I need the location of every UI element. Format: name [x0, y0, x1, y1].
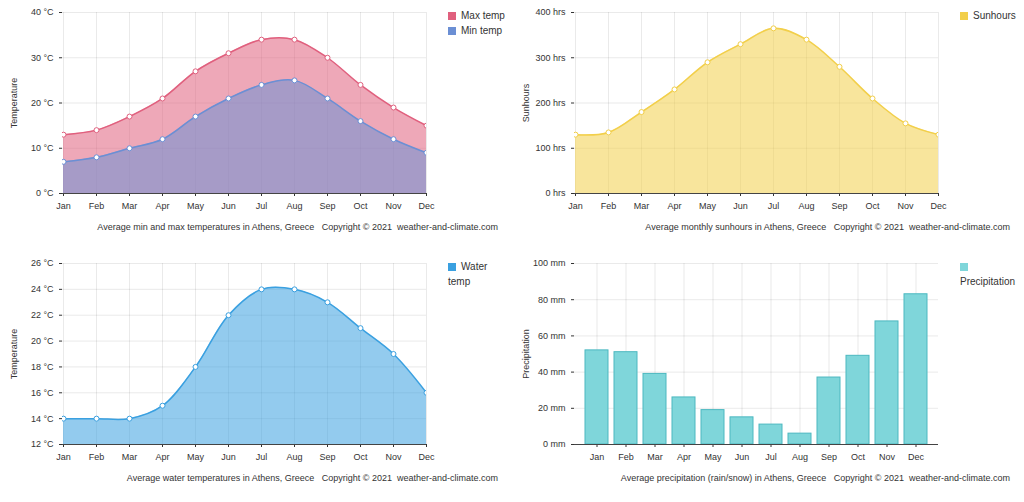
svg-text:Oct: Oct [353, 452, 368, 462]
svg-text:Jun: Jun [221, 452, 236, 462]
svg-text:Oct: Oct [851, 452, 866, 462]
svg-text:Feb: Feb [89, 201, 105, 211]
svg-text:Apr: Apr [155, 452, 169, 462]
svg-text:Nov: Nov [385, 201, 402, 211]
html-text:Average monthly sunhours in At: Average monthly sunhours in Athens, Gree… [645, 222, 1010, 232]
svg-text:Sep: Sep [821, 452, 837, 462]
svg-text:Apr: Apr [155, 201, 169, 211]
svg-text:Feb: Feb [618, 452, 634, 462]
svg-text:Mar: Mar [647, 452, 663, 462]
svg-text:Jan: Jan [590, 452, 605, 462]
svg-text:Dec: Dec [908, 452, 925, 462]
svg-text:12 °C: 12 °C [31, 439, 54, 449]
svg-text:Aug: Aug [286, 201, 302, 211]
svg-text:30 °C: 30 °C [31, 53, 54, 63]
svg-text:Aug: Aug [792, 452, 808, 462]
svg-text:Oct: Oct [865, 201, 880, 211]
svg-text:0 mm: 0 mm [543, 439, 566, 449]
html-text:Average water temperatures in: Average water temperatures in Athens, Gr… [126, 473, 498, 483]
svg-text:Temperature: Temperature [9, 78, 19, 129]
svg-text:40 °C: 40 °C [31, 7, 54, 17]
svg-text:22 °C: 22 °C [31, 310, 54, 320]
svg-text:Jun: Jun [733, 201, 748, 211]
svg-text:Aug: Aug [286, 452, 302, 462]
svg-text:Feb: Feb [89, 452, 105, 462]
svg-text:Dec: Dec [930, 201, 947, 211]
svg-text:300 hrs: 300 hrs [535, 53, 566, 63]
svg-text:May: May [187, 201, 205, 211]
svg-text:Oct: Oct [353, 201, 368, 211]
svg-text:20 °C: 20 °C [31, 98, 54, 108]
svg-text:Nov: Nov [879, 452, 896, 462]
svg-text:Sep: Sep [319, 452, 335, 462]
svg-text:Nov: Nov [385, 452, 402, 462]
svg-text:Jun: Jun [735, 452, 750, 462]
svg-text:40 mm: 40 mm [538, 367, 566, 377]
svg-text:80 mm: 80 mm [538, 295, 566, 305]
svg-text:Jan: Jan [56, 201, 71, 211]
svg-text:May: May [187, 452, 205, 462]
svg-text:Jul: Jul [256, 452, 268, 462]
svg-text:Apr: Apr [667, 201, 681, 211]
svg-text:14 °C: 14 °C [31, 414, 54, 424]
svg-text:Mar: Mar [634, 201, 650, 211]
svg-text:Jan: Jan [568, 201, 583, 211]
svg-text:Jun: Jun [221, 201, 236, 211]
svg-text:20 °C: 20 °C [31, 336, 54, 346]
svg-text:Jul: Jul [256, 201, 268, 211]
html-text:Max temp: Max temp [461, 10, 505, 21]
svg-text:100 hrs: 100 hrs [535, 143, 566, 153]
svg-text:Jan: Jan [56, 452, 71, 462]
html-text:Min temp: Min temp [461, 25, 503, 36]
svg-text:20 mm: 20 mm [538, 403, 566, 413]
svg-text:Apr: Apr [677, 452, 691, 462]
svg-text:Dec: Dec [418, 201, 435, 211]
svg-text:Nov: Nov [897, 201, 914, 211]
svg-text:Dec: Dec [418, 452, 435, 462]
svg-text:May: May [704, 452, 722, 462]
svg-text:Mar: Mar [122, 201, 138, 211]
html-text:Water temp: Water temp [448, 261, 488, 287]
svg-text:Feb: Feb [601, 201, 617, 211]
svg-text:400 hrs: 400 hrs [535, 7, 566, 17]
svg-text:Jul: Jul [765, 452, 777, 462]
html-text:Average min and max temperatur: Average min and max temperatures in Athe… [97, 222, 498, 232]
html-text:Precipitation: Precipitation [960, 276, 1015, 287]
svg-text:Precipitation: Precipitation [521, 329, 531, 379]
svg-text:0 hrs: 0 hrs [545, 188, 566, 198]
html-text:Sunhours: Sunhours [973, 10, 1016, 21]
svg-text:100 mm: 100 mm [533, 258, 566, 268]
svg-text:Jul: Jul [768, 201, 780, 211]
svg-text:May: May [699, 201, 717, 211]
svg-text:10 °C: 10 °C [31, 143, 54, 153]
svg-text:200 hrs: 200 hrs [535, 98, 566, 108]
svg-text:Sep: Sep [831, 201, 847, 211]
svg-text:Temperature: Temperature [9, 329, 19, 380]
svg-text:Aug: Aug [798, 201, 814, 211]
svg-text:16 °C: 16 °C [31, 388, 54, 398]
html-text:Average precipitation (rain/sn: Average precipitation (rain/snow) in Ath… [620, 473, 1010, 483]
svg-text:Sunhours: Sunhours [521, 83, 531, 122]
svg-text:18 °C: 18 °C [31, 362, 54, 372]
svg-text:0 °C: 0 °C [36, 188, 54, 198]
svg-text:Sep: Sep [319, 201, 335, 211]
svg-text:Mar: Mar [122, 452, 138, 462]
svg-text:26 °C: 26 °C [31, 258, 54, 268]
svg-text:60 mm: 60 mm [538, 331, 566, 341]
svg-text:24 °C: 24 °C [31, 284, 54, 294]
